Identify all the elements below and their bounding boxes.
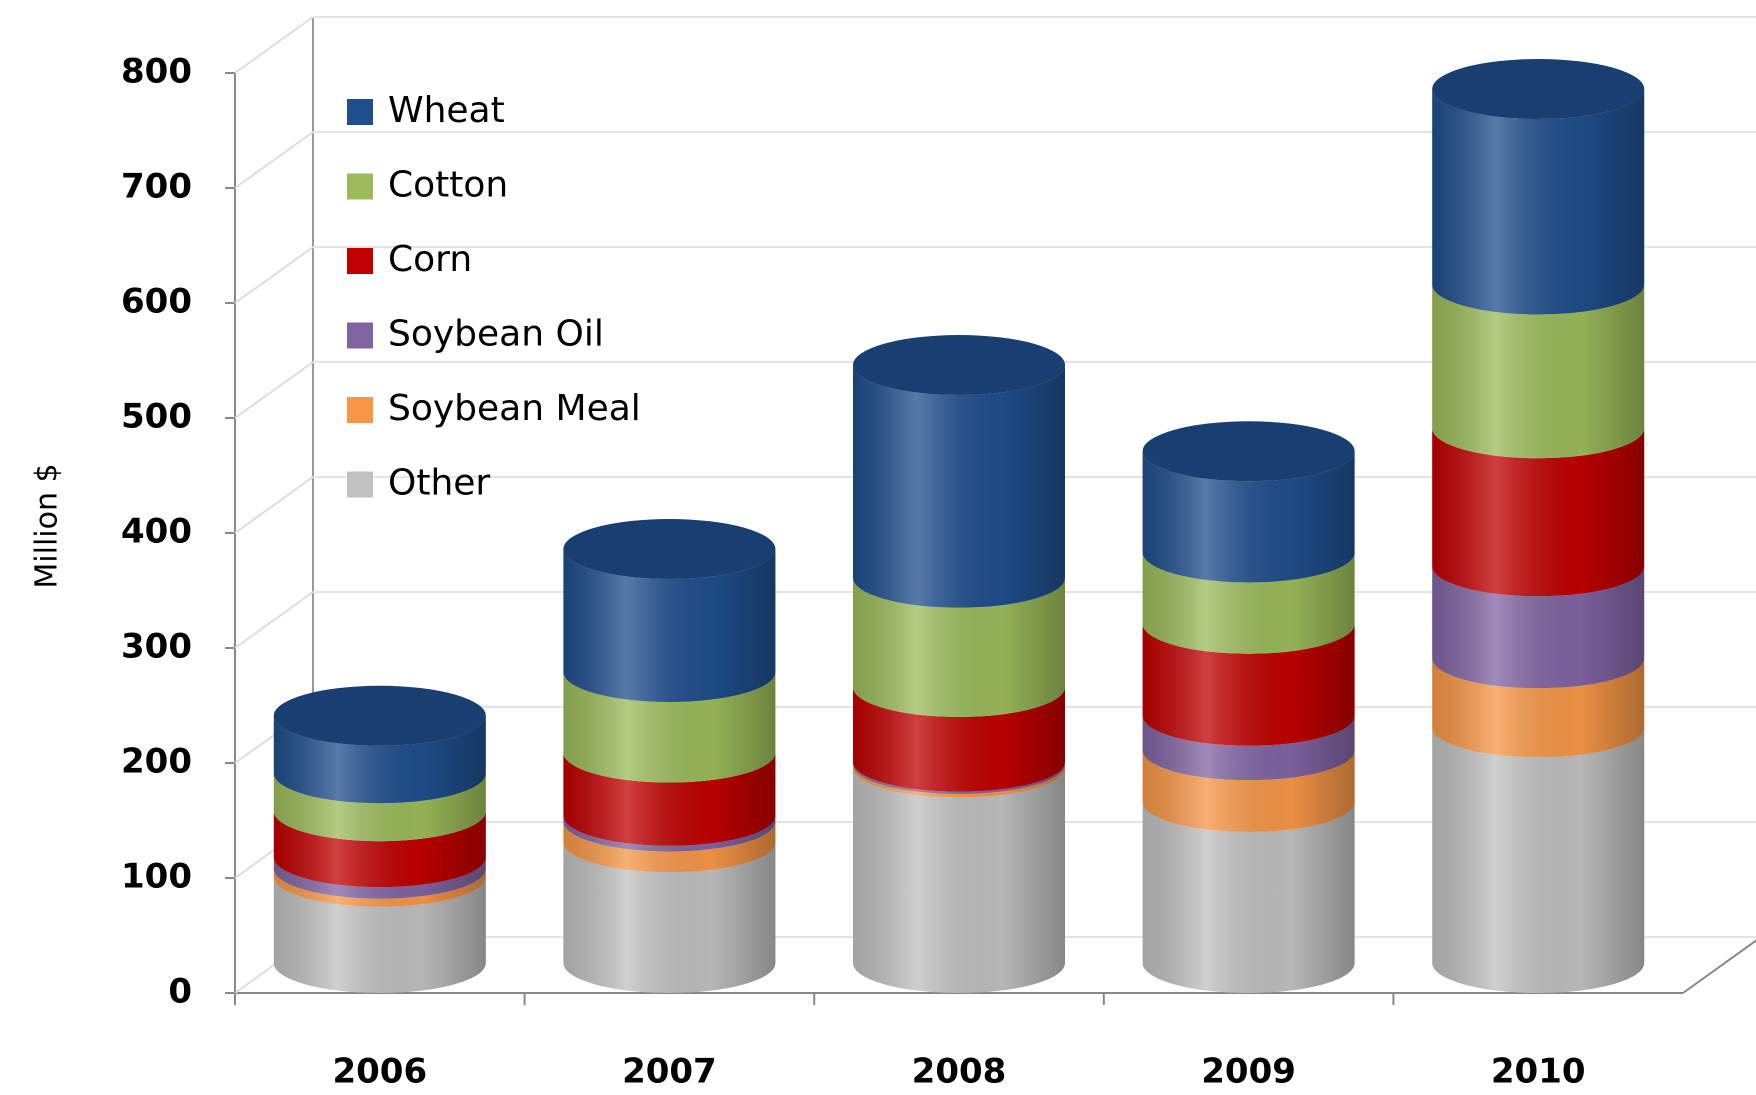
floor-edge bbox=[1682, 939, 1756, 994]
y-tick-label: 600 bbox=[121, 282, 192, 322]
y-tick-label: 400 bbox=[121, 512, 192, 552]
legend-swatch bbox=[347, 471, 373, 498]
shading bbox=[563, 549, 776, 994]
shading bbox=[853, 365, 1065, 993]
legend-swatch bbox=[347, 248, 373, 274]
shading bbox=[1142, 451, 1355, 994]
grid-line bbox=[234, 361, 314, 419]
legend-label: Soybean Oil bbox=[388, 314, 604, 355]
legend-label: Corn bbox=[388, 239, 472, 280]
shading bbox=[273, 715, 486, 994]
legend-label: Other bbox=[388, 463, 490, 504]
legend-label: Wheat bbox=[388, 90, 505, 131]
x-tick-label: 2010 bbox=[1491, 1052, 1586, 1092]
bar-cap bbox=[273, 685, 486, 746]
y-tick-label: 200 bbox=[121, 742, 192, 782]
y-tick-label: 700 bbox=[121, 167, 192, 207]
x-tick-label: 2007 bbox=[622, 1052, 717, 1092]
bar-cap bbox=[853, 335, 1065, 395]
y-tick-label: 500 bbox=[121, 397, 192, 437]
grid-line bbox=[234, 246, 314, 304]
grid-line bbox=[234, 131, 314, 189]
y-tick-label: 100 bbox=[121, 857, 192, 897]
legend-swatch bbox=[347, 99, 373, 125]
grid-line bbox=[234, 591, 314, 649]
bar-cap bbox=[1432, 59, 1645, 119]
bar-cap bbox=[1142, 421, 1355, 482]
legend-swatch bbox=[347, 397, 373, 423]
x-tick-label: 2006 bbox=[332, 1052, 427, 1092]
y-axis-label: Million $ bbox=[30, 463, 65, 588]
grid-line bbox=[234, 476, 314, 534]
legend-label: Cotton bbox=[388, 165, 508, 206]
legend-swatch bbox=[347, 322, 373, 349]
bar-cap bbox=[563, 519, 776, 579]
shading bbox=[1432, 89, 1645, 994]
y-tick-label: 300 bbox=[121, 627, 192, 667]
y-tick-label: 800 bbox=[121, 52, 192, 92]
x-tick-label: 2008 bbox=[912, 1052, 1007, 1092]
legend-swatch bbox=[347, 173, 373, 200]
x-tick-label: 2009 bbox=[1201, 1052, 1296, 1092]
grid-line bbox=[234, 16, 314, 74]
legend-label: Soybean Meal bbox=[388, 388, 641, 429]
y-tick-label: 0 bbox=[168, 972, 192, 1012]
